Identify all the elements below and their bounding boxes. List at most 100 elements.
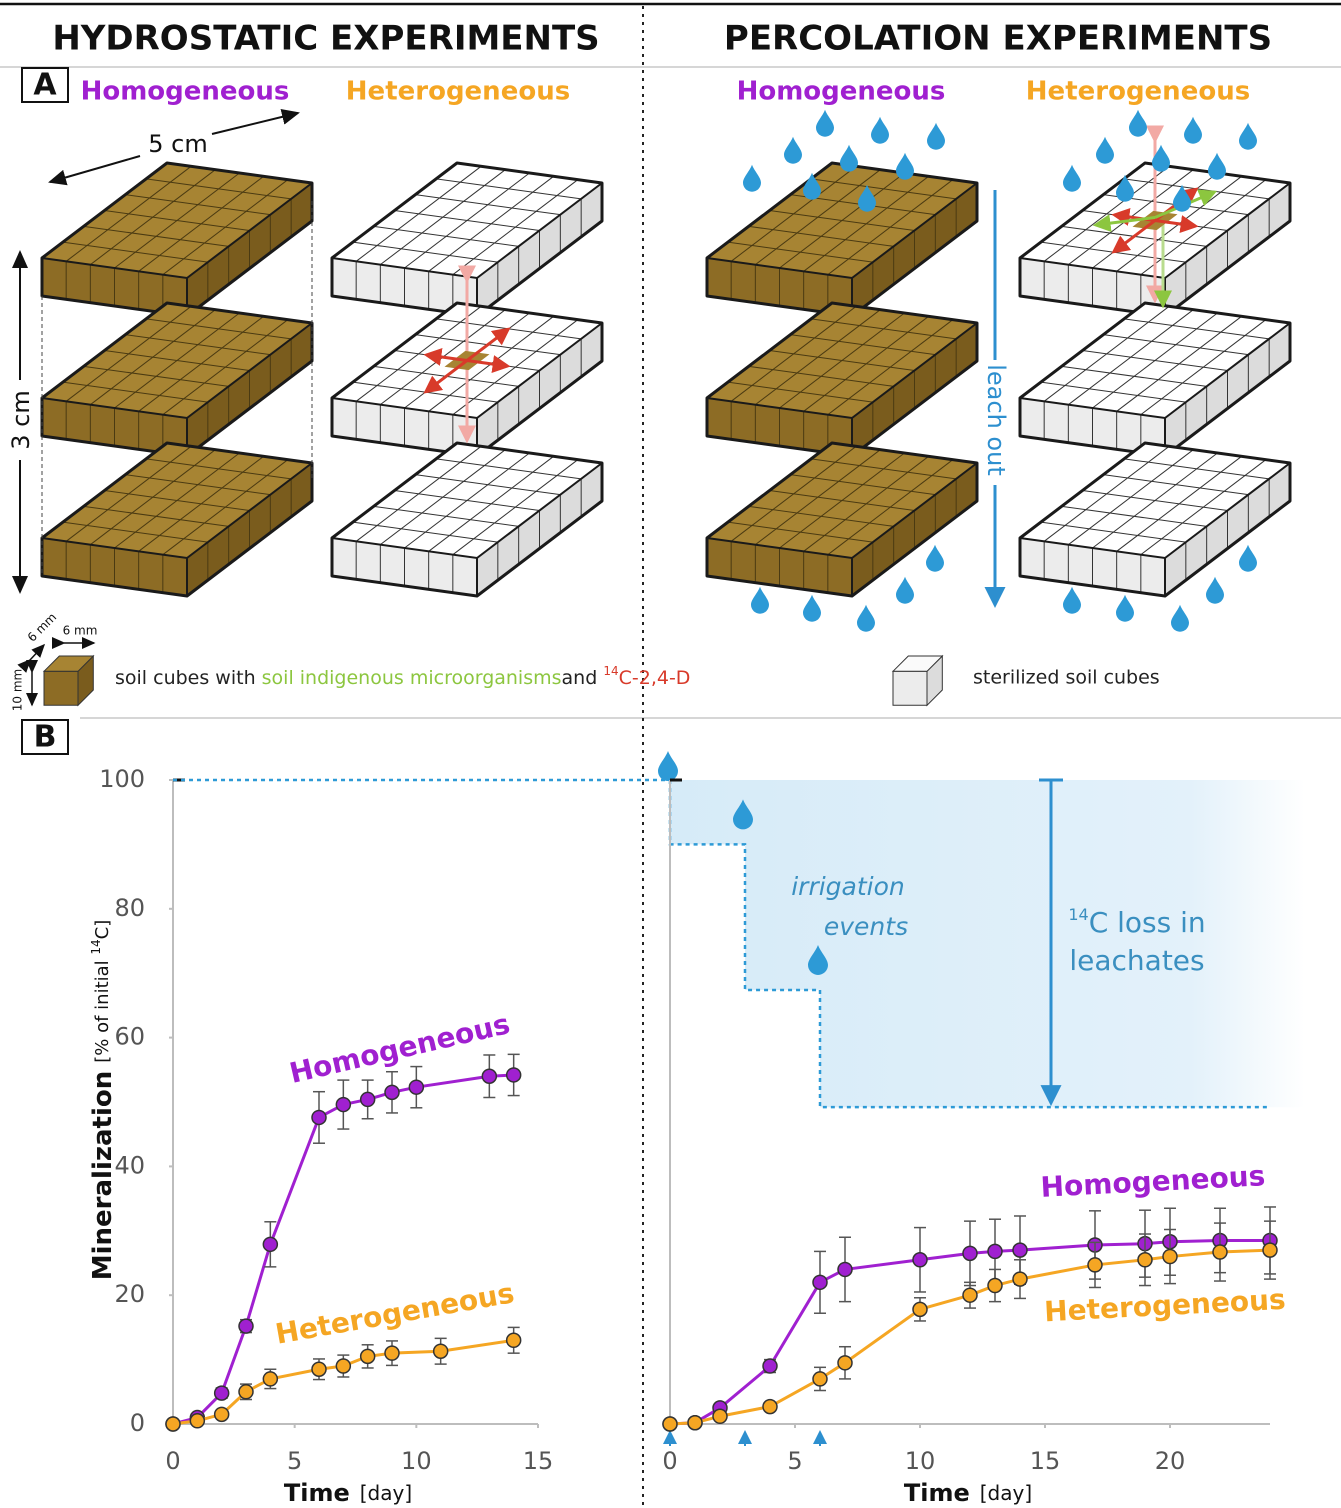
x-tick-label: 0 (165, 1447, 180, 1475)
slab (40, 441, 314, 598)
data-point (505, 1332, 522, 1349)
diffusion-arrow (423, 348, 468, 366)
cube-face (43, 670, 79, 706)
width-label: 5 cm (148, 130, 207, 158)
slab-outline (330, 441, 604, 598)
leach-label: leach out (982, 364, 1010, 475)
y-axis-label: Mineralization [% of initial 14C] (88, 920, 118, 1281)
data-point (762, 1398, 778, 1415)
diffusion-arrow (466, 327, 511, 362)
data-point (812, 1371, 828, 1387)
annotation: 14 (1068, 905, 1088, 924)
data-point (1162, 1248, 1178, 1265)
slab-grid (436, 458, 582, 480)
x-tick-label: 10 (905, 1447, 936, 1475)
x-tick-label: 20 (1155, 1447, 1186, 1475)
slab-outline (1018, 161, 1292, 318)
x-tick-label: 5 (287, 1447, 302, 1475)
data-point (262, 1371, 279, 1387)
y-axis-unit: 14 (89, 939, 103, 954)
cube-icon (891, 654, 944, 707)
height-label: 3 cm (7, 390, 35, 449)
series-label: Heterogeneous (1043, 1283, 1286, 1329)
data-point (662, 1416, 678, 1432)
slab-grid (811, 458, 957, 480)
x-axis-unit: [day] (360, 1481, 412, 1505)
slab (705, 301, 979, 458)
y-axis-unit: C] (92, 920, 113, 940)
y-axis-unit: [% of initial (92, 955, 113, 1063)
y-tick-label: 0 (130, 1409, 145, 1437)
cube-icon (42, 654, 95, 707)
slab-outline (330, 161, 604, 318)
annotation: 14C loss in (1068, 905, 1205, 940)
x-tick-label: 15 (1030, 1447, 1061, 1475)
water-drop (1239, 122, 1257, 150)
x-tick-label: 10 (401, 1447, 432, 1475)
data-point (962, 1287, 978, 1303)
water-drop (803, 594, 821, 622)
leachate-area (670, 780, 1305, 1108)
slab (705, 441, 979, 598)
slab-grid (811, 178, 957, 200)
cube-dim: 6 mm (25, 610, 60, 645)
water-drop (926, 544, 944, 572)
data-point (505, 1067, 522, 1083)
data-point (311, 1361, 327, 1378)
y-axis-label: Mineralization (88, 1071, 118, 1281)
legend-text: and (562, 667, 604, 689)
water-drop (1184, 116, 1202, 144)
data-point (238, 1318, 254, 1334)
water-drop (1096, 136, 1114, 164)
water-drop (733, 799, 753, 830)
data-point (1087, 1257, 1103, 1273)
water-drop (857, 604, 875, 632)
water-drop (751, 586, 769, 614)
water-drop (1239, 544, 1257, 572)
slab (40, 161, 314, 318)
data-point (384, 1084, 400, 1101)
data-point (359, 1091, 376, 1108)
cube-face (891, 655, 944, 672)
water-drop (743, 164, 761, 192)
data-point (165, 1416, 181, 1432)
x-tick-label: 5 (787, 1447, 802, 1475)
panel-label: B (34, 720, 57, 755)
slab-outline (330, 301, 604, 458)
data-point (837, 1261, 853, 1278)
water-drop (1173, 184, 1191, 212)
data-point (687, 1414, 703, 1431)
slab (1018, 441, 1292, 598)
slab (40, 301, 314, 458)
slab-outline (705, 161, 979, 318)
right-title: PERCOLATION EXPERIMENTS (724, 19, 1272, 59)
slab-outline (705, 441, 979, 598)
slab-grid (146, 458, 292, 480)
data-point (837, 1355, 853, 1371)
cube-dim: 6 mm (63, 624, 98, 638)
data-point (1137, 1252, 1153, 1268)
y-tick-label: 100 (99, 765, 145, 793)
water-drop (803, 172, 821, 200)
data-point (1012, 1242, 1028, 1258)
diffusion-arrow (1092, 214, 1156, 233)
legend-icons (17, 637, 96, 707)
data-point (359, 1348, 376, 1365)
water-drop (1206, 576, 1224, 604)
water-drop (840, 144, 858, 172)
panel-label: A (33, 68, 57, 103)
data-point (1012, 1271, 1028, 1287)
slab (330, 161, 604, 318)
slab (330, 441, 604, 598)
cube-dim: 10 mm (11, 669, 25, 711)
slab-grid (811, 318, 957, 340)
slab-outline (1018, 301, 1292, 458)
slab (1018, 301, 1292, 458)
slab-grid (1124, 318, 1270, 340)
slab-grid (436, 178, 582, 200)
data-point (213, 1406, 230, 1423)
water-drop (784, 136, 802, 164)
x-axis-label: Time [day] (904, 1479, 1032, 1507)
